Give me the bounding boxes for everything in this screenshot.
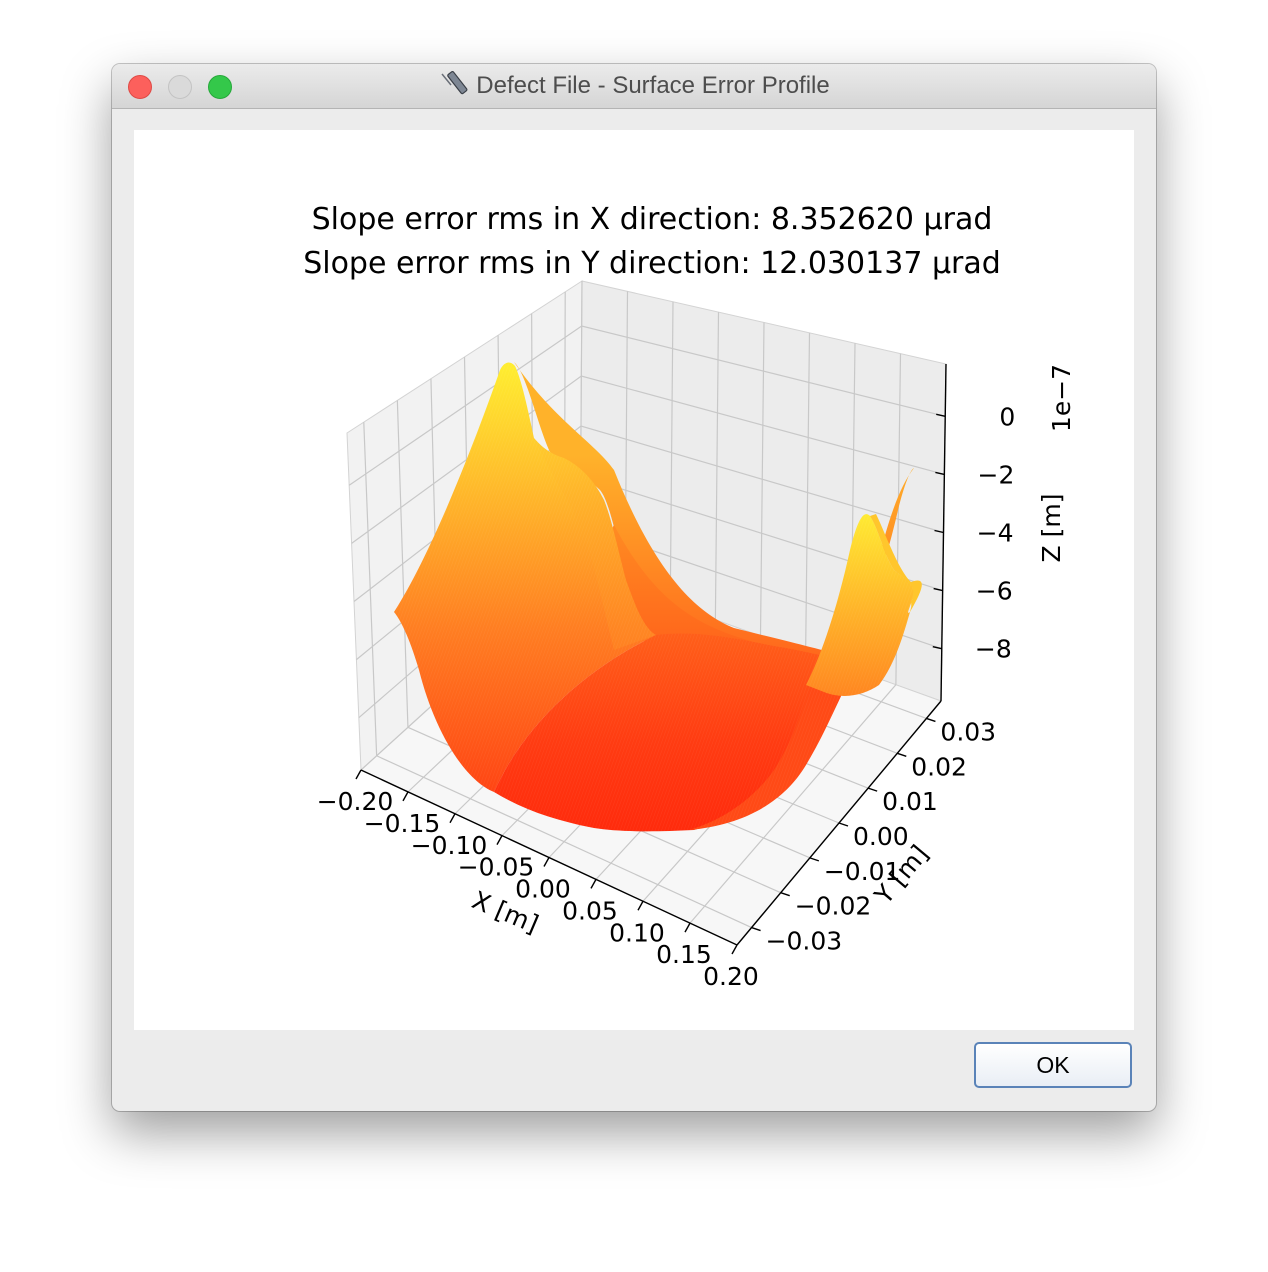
x-tick-label: 0.00 (515, 875, 571, 904)
x-tick-mark (496, 835, 503, 845)
surface-mesh-texture (394, 362, 914, 832)
y-tick-mark (867, 787, 878, 792)
z-tick-label: −6 (976, 577, 1013, 606)
y-tick-mark (838, 822, 849, 827)
x-tick-label: −0.20 (317, 787, 394, 816)
x-tick-mark (590, 879, 597, 889)
y-grid-line (363, 422, 752, 929)
z-tick-label: −2 (978, 460, 1015, 489)
y-tick-label: −0.01 (824, 857, 901, 886)
y-grid-line (396, 400, 781, 894)
y-tick-mark (751, 926, 761, 932)
x-tick-mark (637, 900, 644, 911)
y-tick-label: 0.00 (853, 822, 909, 851)
x-tick-label: −0.10 (411, 831, 488, 860)
chart-title-line-2: Slope error rms in Y direction: 12.03013… (303, 246, 1001, 281)
x-tick-mark (355, 769, 362, 780)
y-axis-ticks: −0.03 −0.02 −0.01 0.00 0.01 0.02 0.03 (751, 717, 996, 956)
plot-canvas: −0.20 −0.15 −0.10 −0.05 0.00 0.05 0.10 0.15 0.20… (134, 130, 1134, 1030)
z-grid-line (351, 375, 945, 544)
y-tick-label: 0.02 (911, 752, 967, 781)
x-tick-label: 0.20 (703, 962, 759, 991)
x-tick-label: 0.10 (609, 918, 665, 947)
title-bar[interactable]: Defect File - Surface Error Profile (112, 64, 1156, 109)
z-tick-label: −4 (977, 519, 1014, 548)
x-tick-label: 0.15 (656, 940, 712, 969)
dialog-window: Defect File - Surface Error Profile (112, 64, 1156, 1111)
x-axis-ticks: −0.20−0.15−0.10−0.050.000.050.100.150.20 (317, 769, 759, 991)
ok-button[interactable]: OK (974, 1042, 1132, 1088)
minimize-window-button[interactable] (168, 75, 192, 99)
z-axis-ticks: 0 −2 −4 −6 −8 (932, 402, 1015, 664)
x-tick-mark (731, 944, 738, 955)
close-window-button[interactable] (128, 75, 152, 99)
y-tick-label: 0.01 (882, 787, 938, 816)
x-grid-line (689, 353, 902, 924)
x-tick-label: 0.05 (562, 896, 618, 925)
z-axis-label: Z [m] (1037, 494, 1066, 563)
y-tick-mark (809, 857, 820, 862)
x-tick-mark (543, 857, 550, 867)
z-tick-mark (933, 587, 943, 592)
surface-plot: −0.20−0.15−0.10−0.050.000.050.100.150.20… (303, 202, 1076, 991)
zoom-window-button[interactable] (208, 75, 232, 99)
z-tick-mark (934, 529, 944, 534)
chart-title-line-1: Slope error rms in X direction: 8.352620… (312, 202, 993, 237)
surface-right-peak-crest (870, 514, 922, 612)
z-grid-line (348, 325, 946, 486)
z-tick-label: 0 (999, 402, 1015, 431)
surface-mesh (394, 362, 922, 832)
y-tick-label: −0.02 (795, 892, 872, 921)
x-tick-label: −0.15 (364, 809, 441, 838)
x-tick-label: −0.05 (458, 853, 535, 882)
y-tick-label: 0.03 (940, 717, 996, 746)
z-tick-label: −8 (975, 635, 1012, 664)
x-tick-mark (684, 922, 691, 933)
x-tick-mark (402, 791, 409, 802)
y-tick-mark (780, 892, 790, 897)
mirror-app-icon (441, 71, 468, 95)
y-tick-mark (897, 752, 907, 757)
y-tick-mark (926, 717, 936, 723)
y-tick-label: −0.03 (766, 927, 843, 956)
z-tick-mark (932, 646, 942, 650)
window-title: Defect File - Surface Error Profile (476, 72, 830, 99)
window-title-group: Defect File - Surface Error Profile (112, 64, 1156, 108)
z-grid-line (353, 425, 944, 602)
z-tick-mark (936, 413, 946, 417)
x-tick-mark (449, 813, 456, 824)
z-tick-mark (935, 471, 945, 476)
z-offset-label: 1e−7 (1047, 364, 1076, 432)
